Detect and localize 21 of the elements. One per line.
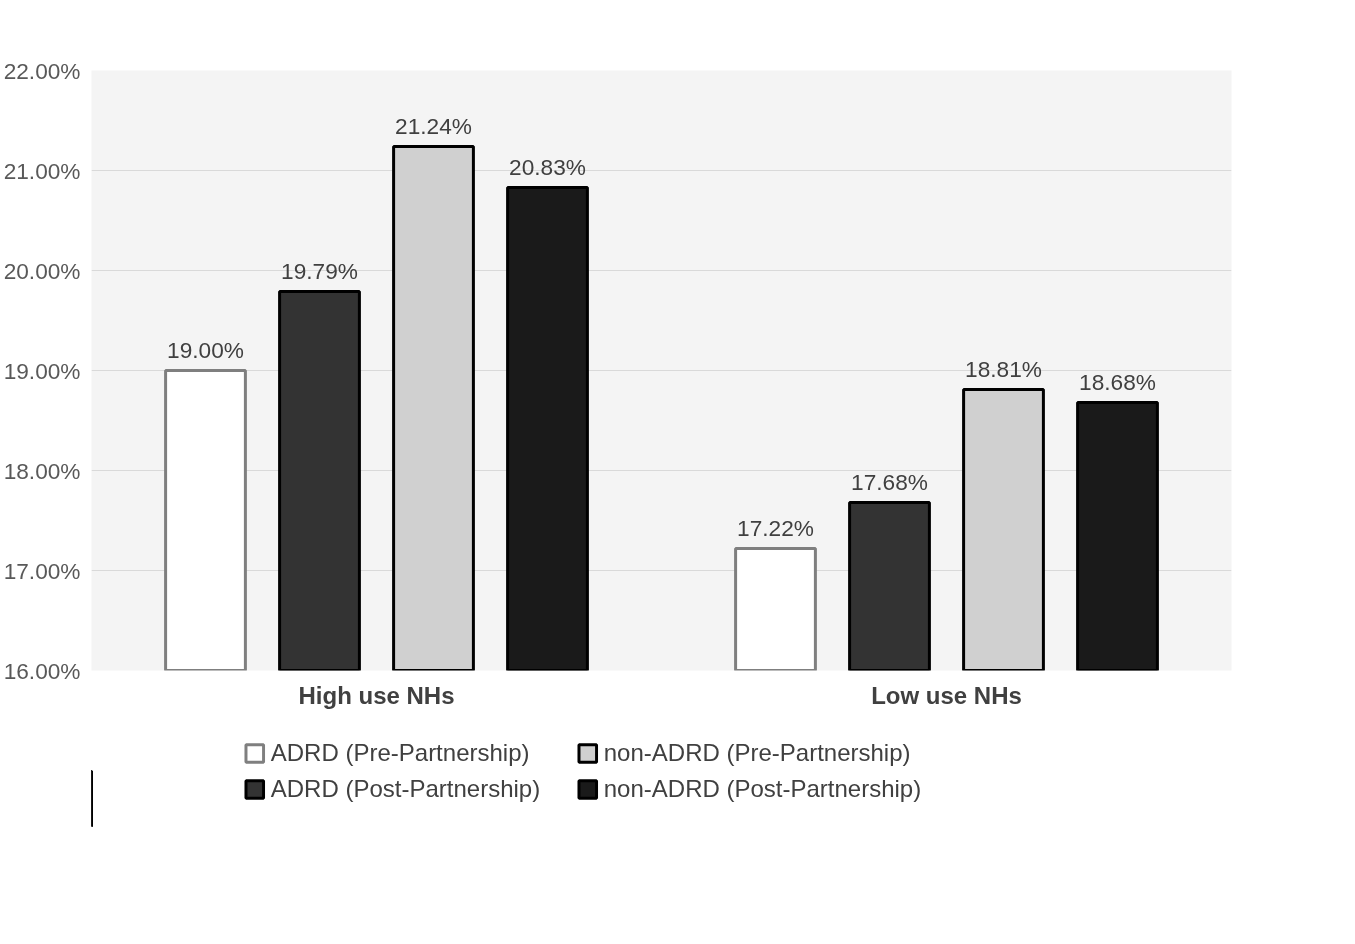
y-tick-label: 17.00% [3, 557, 81, 584]
x-tick-label: Low use NHs [871, 681, 1022, 709]
data-label: 18.81% [965, 355, 1042, 382]
y-tick-label: 20.00% [3, 257, 81, 284]
y-tick-label: 16.00% [3, 657, 81, 684]
data-label: 20.83% [509, 153, 586, 180]
data-label: 17.68% [851, 468, 928, 495]
legend-label: ADRD (Pre-Partnership) [270, 738, 531, 768]
data-label: 18.68% [1079, 368, 1156, 395]
data-label: 17.22% [737, 514, 814, 541]
data-label: 19.00% [167, 336, 244, 363]
legend-label: non-ADRD (Post-Partnership) [603, 774, 922, 804]
legend-label: ADRD (Post-Partnership) [270, 774, 542, 804]
y-tick-label: 19.00% [3, 357, 81, 384]
y-tick-label: 18.00% [3, 457, 81, 484]
y-tick-label: 22.00% [3, 57, 81, 84]
legend-label: non-ADRD (Pre-Partnership) [603, 738, 911, 768]
data-label: 19.79% [281, 257, 358, 284]
x-tick-label: High use NHs [298, 681, 455, 709]
data-label: 21.24% [395, 112, 472, 139]
y-tick-label: 21.00% [3, 157, 81, 184]
